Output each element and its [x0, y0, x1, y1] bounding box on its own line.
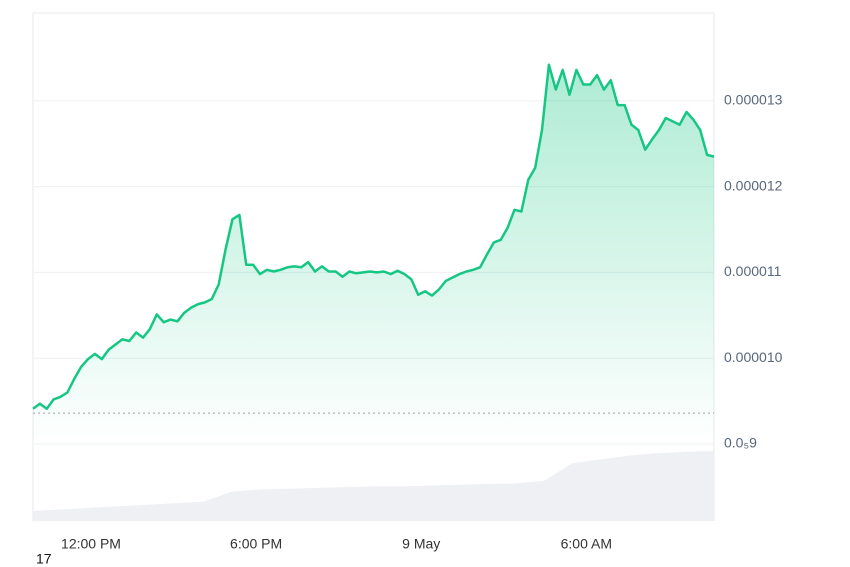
x-tick-label: 6:00 AM [561, 536, 612, 552]
x-tick-label: 12:00 PM [61, 536, 121, 552]
y-tick-label: 0.000013 [724, 92, 783, 108]
y-tick-label: 0.000011 [724, 263, 782, 279]
plot: 0.0₅9 0.000010 0.000011 0.000012 0.000013 12:… [32, 63, 783, 552]
price-line [32, 63, 715, 411]
y-tick-label: 0.0₅9 [724, 435, 757, 451]
price-area [33, 64, 714, 445]
y-tick-label: 0.000012 [724, 177, 783, 193]
annotation: 17 [36, 551, 52, 567]
x-tick-label: 6:00 PM [230, 536, 282, 552]
x-tick-label: 9 May [402, 536, 440, 552]
volume-area [33, 450, 714, 521]
y-tick-label: 0.000010 [724, 349, 783, 365]
